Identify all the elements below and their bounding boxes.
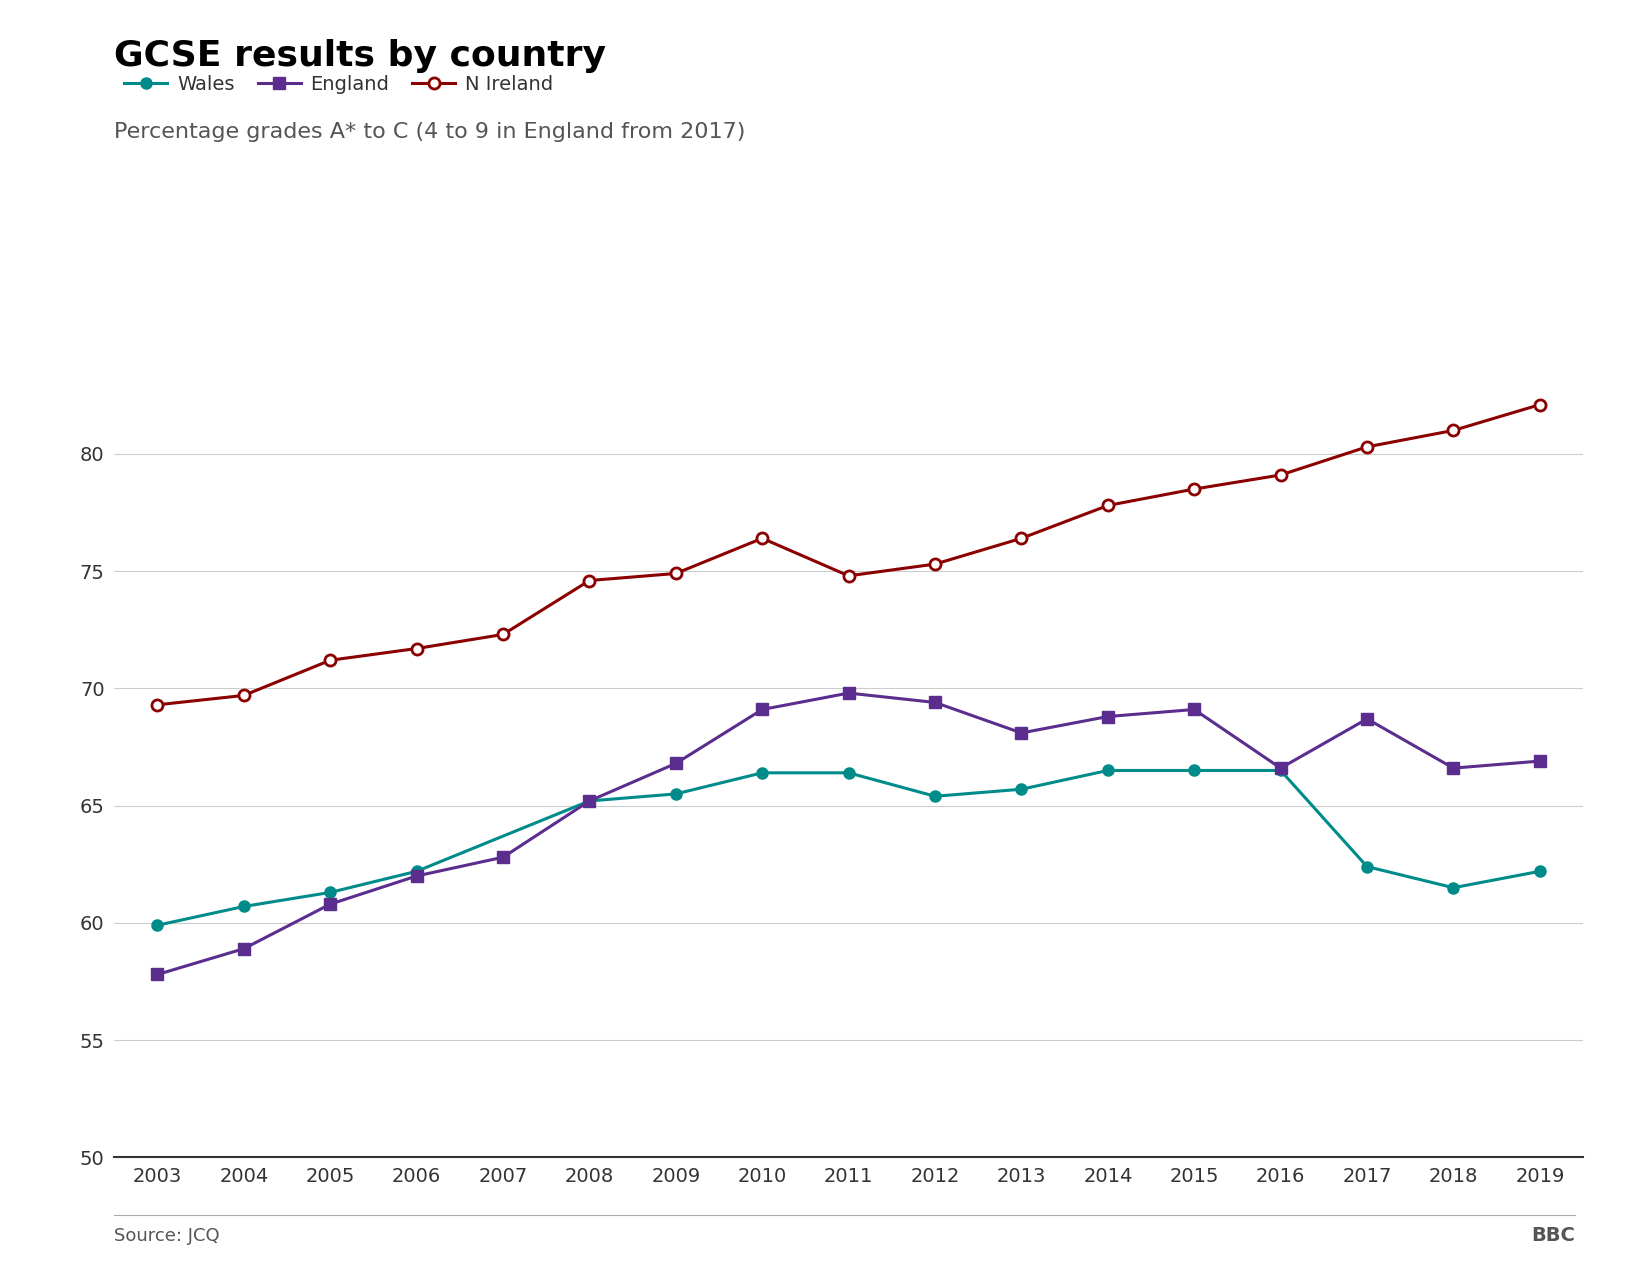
England xyxy=(1012,725,1031,741)
Wales xyxy=(925,788,945,804)
England xyxy=(147,967,166,983)
Line: England: England xyxy=(152,688,1546,980)
Wales xyxy=(1185,763,1204,778)
N Ireland xyxy=(1012,531,1031,547)
Line: N Ireland: N Ireland xyxy=(152,399,1546,710)
Text: Percentage grades A* to C (4 to 9 in England from 2017): Percentage grades A* to C (4 to 9 in Eng… xyxy=(114,122,746,143)
N Ireland xyxy=(1098,498,1118,513)
N Ireland xyxy=(579,572,599,588)
N Ireland xyxy=(320,652,339,667)
England xyxy=(1444,760,1464,775)
N Ireland xyxy=(406,640,426,656)
Text: BBC: BBC xyxy=(1531,1226,1575,1245)
England xyxy=(1358,711,1377,727)
Wales xyxy=(233,899,253,914)
Wales xyxy=(1098,763,1118,778)
N Ireland xyxy=(147,697,166,712)
England xyxy=(666,756,685,772)
Legend: Wales, England, N Ireland: Wales, England, N Ireland xyxy=(116,67,561,102)
England xyxy=(233,941,253,957)
Wales xyxy=(1271,763,1291,778)
Wales xyxy=(406,864,426,880)
England xyxy=(493,850,512,865)
Text: GCSE results by country: GCSE results by country xyxy=(114,39,605,72)
Wales xyxy=(1444,880,1464,895)
N Ireland xyxy=(1185,481,1204,496)
Text: Source: JCQ: Source: JCQ xyxy=(114,1227,220,1245)
Wales xyxy=(320,885,339,900)
England xyxy=(320,896,339,912)
Line: Wales: Wales xyxy=(152,765,1546,931)
Wales xyxy=(579,793,599,809)
England xyxy=(925,694,945,710)
N Ireland xyxy=(839,568,858,584)
England xyxy=(1271,760,1291,775)
N Ireland xyxy=(925,557,945,572)
N Ireland xyxy=(666,566,685,581)
N Ireland xyxy=(493,626,512,642)
N Ireland xyxy=(752,531,772,547)
England xyxy=(1098,709,1118,724)
N Ireland xyxy=(1444,423,1464,439)
N Ireland xyxy=(1358,439,1377,454)
Wales xyxy=(1358,859,1377,874)
England xyxy=(579,793,599,809)
Wales xyxy=(1531,864,1550,880)
England xyxy=(1531,754,1550,769)
England xyxy=(406,868,426,883)
England xyxy=(839,685,858,701)
Wales xyxy=(752,765,772,781)
England xyxy=(752,702,772,718)
N Ireland xyxy=(1531,397,1550,413)
Wales xyxy=(839,765,858,781)
Wales xyxy=(147,917,166,932)
Wales xyxy=(666,786,685,801)
England xyxy=(1185,702,1204,718)
Wales xyxy=(1012,782,1031,797)
N Ireland xyxy=(1271,467,1291,482)
N Ireland xyxy=(233,688,253,703)
